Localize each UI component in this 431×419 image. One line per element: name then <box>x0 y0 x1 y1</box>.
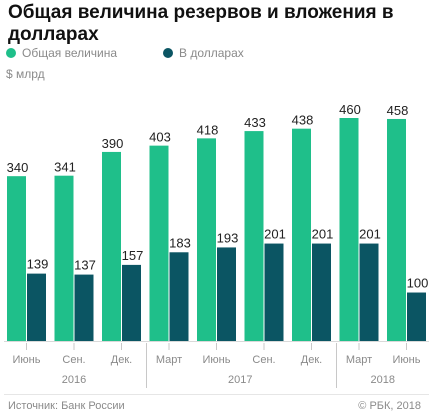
data-label-total: 341 <box>54 160 76 175</box>
x-tick-label: Июнь <box>13 354 41 366</box>
bar-total <box>54 175 74 341</box>
unit-label: $ млрд <box>6 67 45 81</box>
x-tick-label: Дек. <box>301 354 322 366</box>
data-label-total: 403 <box>149 130 171 145</box>
legend-item-dollars: В долларах <box>163 46 244 60</box>
bar-total <box>387 118 406 341</box>
x-tick-label: Июнь <box>393 354 421 366</box>
bar-dollars <box>407 292 426 341</box>
data-label-dollars: 193 <box>217 230 239 245</box>
x-tick-label: Сен. <box>62 354 85 366</box>
x-tick-label: Июнь <box>203 354 231 366</box>
bar-dollars <box>217 247 236 341</box>
bar-dollars <box>264 243 284 341</box>
data-label-dollars: 201 <box>312 227 334 242</box>
data-label-total: 418 <box>197 122 219 137</box>
data-label-dollars: 137 <box>74 258 96 273</box>
bar-total <box>102 151 121 341</box>
x-tick-label: Сен. <box>252 354 275 366</box>
year-label: 2017 <box>228 374 252 386</box>
bar-dollars <box>169 252 189 341</box>
legend-label-total: Общая величина <box>22 46 118 60</box>
bar-total <box>244 131 264 341</box>
year-label: 2016 <box>62 374 86 386</box>
data-label-dollars: 201 <box>359 227 381 242</box>
bar-total <box>149 145 169 341</box>
data-label-total: 390 <box>102 136 124 151</box>
copyright-label: © РБК, 2018 <box>358 400 421 412</box>
source-label: Источник: Банк России <box>8 400 125 412</box>
bar-total <box>292 128 311 341</box>
bar-dollars <box>74 274 94 341</box>
year-label: 2018 <box>371 374 395 386</box>
x-tick-label: Март <box>346 354 372 366</box>
legend-label-dollars: В долларах <box>179 46 244 60</box>
legend-dot-dollars <box>163 48 173 58</box>
x-tick-label: Март <box>156 354 182 366</box>
legend-dot-total <box>6 48 16 58</box>
bar-dollars <box>312 243 331 341</box>
bar-dollars <box>27 273 46 341</box>
data-label-dollars: 201 <box>264 227 286 242</box>
bar-total <box>339 118 359 341</box>
x-tick-label: Дек. <box>111 354 132 366</box>
data-label-total: 458 <box>387 103 409 118</box>
bar-total <box>197 138 216 341</box>
legend-item-total: Общая величина <box>6 46 117 60</box>
data-label-dollars: 157 <box>122 248 144 263</box>
data-label-dollars: 183 <box>169 235 191 250</box>
data-label-total: 340 <box>7 160 29 175</box>
bar-dollars <box>359 243 379 341</box>
data-label-total: 460 <box>339 102 361 117</box>
bar-dollars <box>122 264 141 341</box>
data-label-total: 433 <box>244 115 266 130</box>
data-label-dollars: 100 <box>407 276 429 291</box>
data-label-total: 438 <box>292 113 314 128</box>
chart-title: Общая величина резервов и вложения в дол… <box>8 2 394 45</box>
data-label-dollars: 139 <box>27 257 49 272</box>
bar-total <box>7 176 26 341</box>
